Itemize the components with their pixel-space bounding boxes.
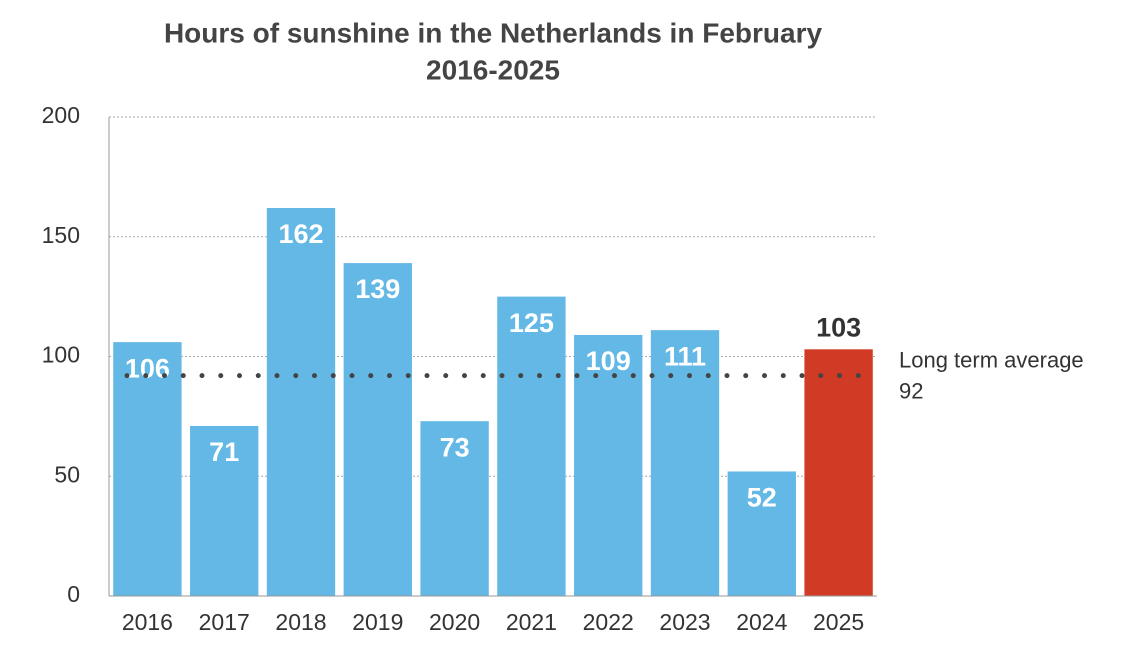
value-label: 111: [664, 341, 706, 371]
x-tick-label: 2020: [429, 609, 480, 635]
x-tick-label: 2019: [352, 609, 403, 635]
bar: [343, 263, 412, 596]
x-tick-label: 2016: [122, 609, 173, 635]
average-value: 92: [899, 378, 923, 403]
y-tick-label: 0: [67, 581, 80, 607]
x-tick-label: 2025: [813, 609, 864, 635]
value-label: 125: [509, 308, 554, 338]
chart-title: Hours of sunshine in the Netherlands in …: [164, 17, 823, 48]
bar: [190, 425, 259, 596]
value-label: 71: [209, 437, 239, 467]
bar: [497, 296, 566, 596]
x-tick-label: 2023: [659, 609, 710, 635]
bar: [727, 471, 796, 596]
average-label: Long term average: [899, 347, 1084, 372]
y-tick-label: 50: [54, 461, 80, 487]
x-tick-label: 2017: [199, 609, 250, 635]
bar: [804, 349, 873, 596]
y-tick-label: 150: [42, 222, 80, 248]
x-tick-label: 2024: [736, 609, 787, 635]
value-label: 162: [278, 219, 323, 249]
y-tick-label: 200: [42, 102, 80, 128]
chart-title: 2016-2025: [426, 54, 560, 85]
x-tick-label: 2018: [275, 609, 326, 635]
value-label: 52: [747, 483, 777, 513]
bar: [420, 421, 489, 596]
y-tick-label: 100: [42, 342, 80, 368]
value-label: 139: [355, 274, 400, 304]
bar: [574, 334, 643, 596]
value-label: 106: [125, 353, 170, 383]
value-label: 103: [816, 312, 861, 342]
value-label: 109: [586, 346, 631, 376]
x-tick-label: 2021: [506, 609, 557, 635]
bar: [266, 208, 336, 596]
value-label: 73: [440, 432, 470, 462]
x-tick-label: 2022: [583, 609, 634, 635]
bar: [113, 342, 182, 596]
